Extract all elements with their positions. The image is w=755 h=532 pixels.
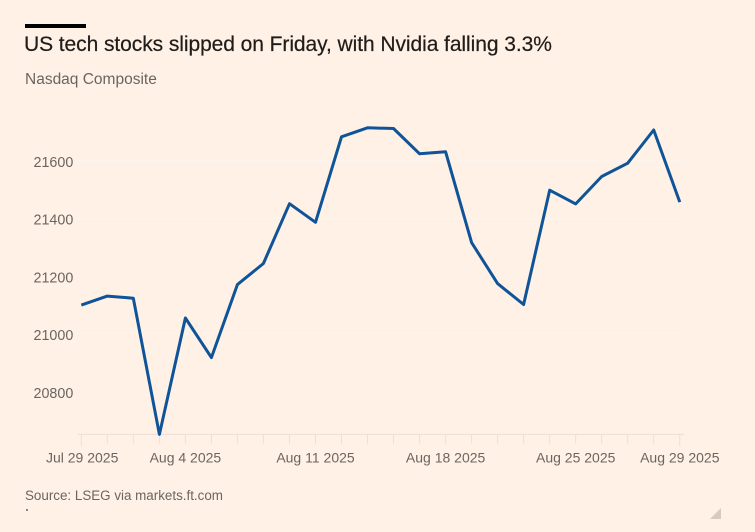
svg-text:Aug 11 2025: Aug 11 2025 xyxy=(276,450,355,466)
svg-text:21000: 21000 xyxy=(34,328,74,344)
svg-text:21400: 21400 xyxy=(34,213,74,229)
svg-text:21200: 21200 xyxy=(34,270,74,286)
svg-text:Aug 18 2025: Aug 18 2025 xyxy=(406,450,486,466)
svg-text:Aug 25 2025: Aug 25 2025 xyxy=(536,450,616,466)
svg-text:20800: 20800 xyxy=(34,386,74,402)
svg-text:21600: 21600 xyxy=(34,155,74,171)
svg-text:Jul 29 2025: Jul 29 2025 xyxy=(46,450,119,466)
svg-text:Aug 4 2025: Aug 4 2025 xyxy=(150,450,222,466)
svg-text:Aug 29 2025: Aug 29 2025 xyxy=(640,450,720,466)
